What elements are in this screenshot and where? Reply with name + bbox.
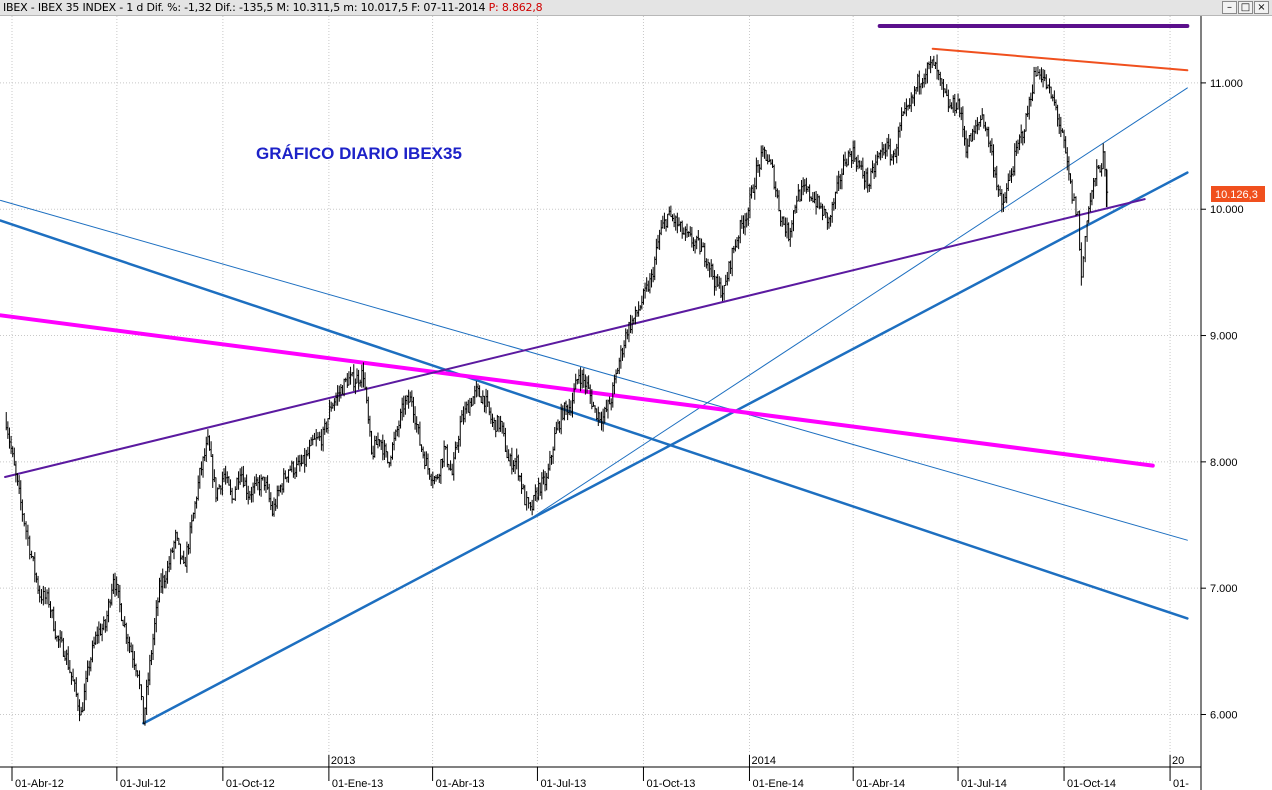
trendline-1: [530, 87, 1188, 520]
y-axis-ticks: 6.000 7.000 8.000 9.000 10.000 11.000: [1201, 78, 1244, 722]
x-year-label-0: 2013: [331, 755, 355, 767]
y-tick-label-4: 10.000: [1210, 204, 1244, 216]
price-series: [5, 54, 1109, 726]
x-tick-label-6: 01-Oct-13: [646, 778, 695, 790]
y-tick-label-2: 8.000: [1210, 457, 1238, 469]
gridlines: [0, 16, 1201, 767]
x-year-label-2: 20: [1172, 755, 1184, 767]
x-tick-label-11: 01-: [1173, 778, 1189, 790]
trendline-6: [931, 47, 1189, 72]
x-tick-label-8: 01-Abr-14: [856, 778, 905, 790]
trendline-2: [0, 219, 1189, 620]
x-tick-label-0: 01-Abr-12: [15, 778, 64, 790]
minimize-button[interactable]: –: [1222, 1, 1237, 14]
close-button[interactable]: ×: [1254, 1, 1269, 14]
x-tick-label-3: 01-Ene-13: [332, 778, 383, 790]
maximize-button[interactable]: □: [1238, 1, 1253, 14]
last-value-box: [1211, 186, 1265, 202]
x-tick-label-9: 01-Jul-14: [961, 778, 1007, 790]
trendlines: [0, 24, 1190, 725]
x-axis-ticks: 01-Abr-12 01-Jul-12 01-Oct-12 01-Ene-13 01-A…: [11, 755, 1189, 790]
x-tick-label-10: 01-Oct-14: [1067, 778, 1116, 790]
last-value-label: 10.126,3: [1215, 189, 1258, 201]
y-tick-label-3: 9.000: [1210, 331, 1238, 343]
trendline-3: [0, 199, 1188, 541]
y-tick-label-1: 7.000: [1210, 583, 1238, 595]
x-tick-label-2: 01-Oct-12: [226, 778, 275, 790]
window-title-main: IBEX - IBEX 35 INDEX - 1 d Dif. %: -1,32…: [3, 1, 486, 14]
chart-background: [0, 16, 1272, 790]
trendline-5: [4, 198, 1146, 479]
window-titlebar: IBEX - IBEX 35 INDEX - 1 d Dif. %: -1,32…: [0, 0, 1272, 16]
trendline-4: [0, 313, 1155, 468]
price-chart[interactable]: 6.000 7.000 8.000 9.000 10.000 11.000 01-Abr-…: [0, 16, 1272, 790]
y-tick-label-5: 11.000: [1210, 78, 1243, 90]
x-tick-label-4: 01-Abr-13: [436, 778, 485, 790]
x-tick-label-5: 01-Jul-13: [540, 778, 586, 790]
x-tick-label-7: 01-Ene-14: [752, 778, 803, 790]
x-tick-label-1: 01-Jul-12: [120, 778, 166, 790]
trendline-0: [142, 171, 1189, 725]
y-tick-label-0: 6.000: [1210, 710, 1238, 722]
chart-annotation: GRÁFICO DIARIO IBEX35: [256, 144, 462, 163]
last-value-marker: 10.126,3: [1211, 186, 1265, 202]
window-title: IBEX - IBEX 35 INDEX - 1 d Dif. %: -1,32…: [3, 1, 543, 14]
x-year-label-1: 2014: [751, 755, 775, 767]
window-title-price: P: 8.862,8: [488, 1, 543, 14]
